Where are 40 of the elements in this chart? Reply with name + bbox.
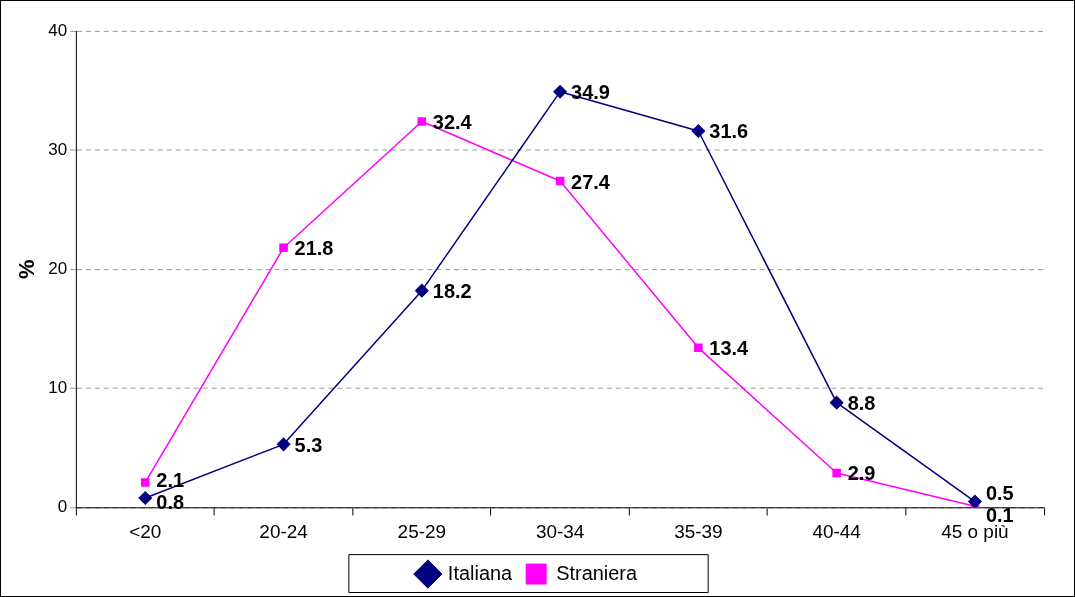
y-tick-label: 40 (48, 20, 68, 40)
y-tick-label: 20 (48, 258, 68, 278)
point (415, 283, 429, 298)
data-label: 31.6 (709, 120, 749, 143)
data-label: 27.4 (571, 170, 610, 193)
data-label: 32.4 (432, 110, 472, 133)
y-axis-title: % (14, 259, 40, 279)
point (829, 395, 844, 410)
point (691, 124, 706, 138)
point (417, 117, 427, 126)
point (553, 84, 567, 99)
data-label: 0.5 (985, 482, 1014, 505)
legend-label: Straniera (556, 561, 639, 584)
y-tick-label: 10 (48, 378, 68, 398)
point (279, 243, 288, 253)
y-tick-label: 0 (57, 497, 68, 517)
point (276, 437, 291, 452)
point (968, 494, 982, 508)
point (694, 343, 703, 353)
point (832, 468, 841, 478)
data-label: 2.9 (847, 462, 876, 485)
x-tick-label: 30-34 (535, 521, 585, 543)
x-tick-label: 20-24 (259, 521, 308, 543)
data-label: 2.1 (156, 468, 185, 491)
data-label: 8.8 (847, 392, 876, 415)
data-label: 21.8 (294, 237, 334, 260)
x-tick-label: 40-44 (812, 521, 861, 543)
x-tick-label: 25-29 (397, 521, 447, 543)
legend-label: Italiana (447, 561, 514, 584)
y-tick-label: 30 (48, 139, 68, 159)
point (141, 478, 150, 487)
data-label: 13.4 (709, 337, 749, 360)
point (138, 491, 153, 505)
data-label: 18.2 (432, 280, 472, 303)
data-label: 34.9 (571, 81, 610, 104)
x-tick-label: 35-39 (674, 521, 723, 543)
x-tick-label: 45 o più (941, 521, 1009, 543)
point (555, 176, 565, 186)
x-tick-label: <20 (129, 521, 162, 543)
data-label: 5.3 (294, 433, 323, 456)
